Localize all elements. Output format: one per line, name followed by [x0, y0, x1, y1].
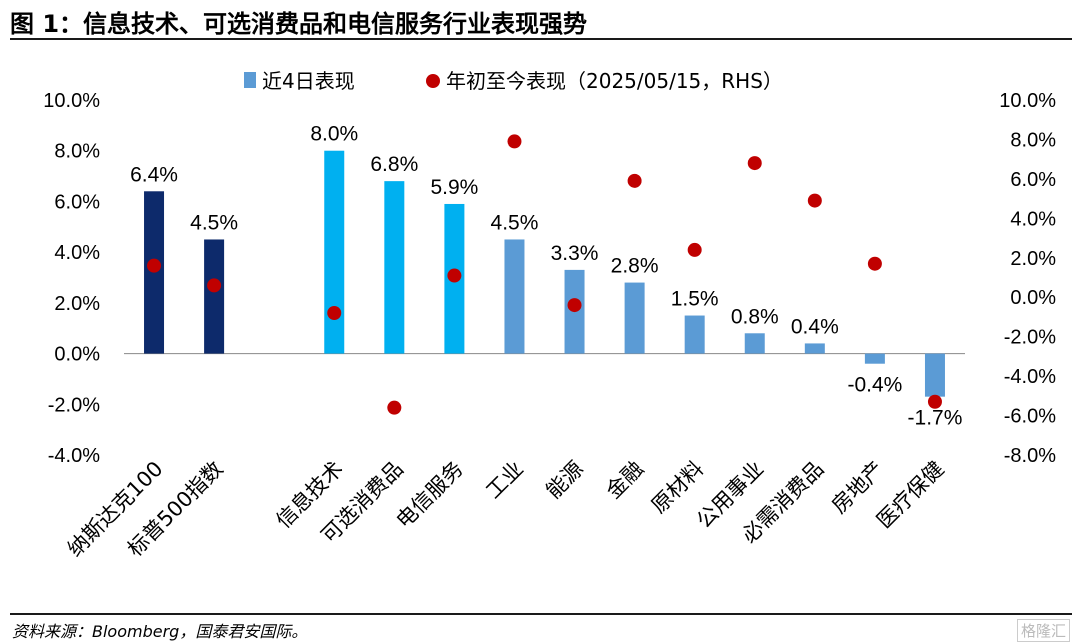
- bar-data-label: 6.4%: [130, 163, 178, 186]
- watermark-logo: 格隆汇: [1016, 619, 1070, 642]
- title-divider: [10, 38, 1072, 40]
- x-tick-label: 能源: [541, 457, 588, 504]
- legend-swatch-bar: [244, 72, 256, 88]
- scatter-point: [207, 278, 222, 293]
- left-tick-label: -4.0%: [48, 445, 100, 467]
- legend-label-dot: 年初至今表现（2025/05/15，RHS）: [446, 69, 783, 93]
- bar-data-label: 4.5%: [491, 211, 539, 234]
- bar: [624, 282, 645, 354]
- right-tick-label: -6.0%: [1004, 406, 1056, 428]
- left-tick-label: 0.0%: [54, 344, 100, 366]
- scatter-point: [327, 306, 342, 320]
- scatter-point: [567, 298, 582, 313]
- x-tick-label: 工业: [481, 457, 528, 504]
- scatter-point: [387, 400, 402, 415]
- left-tick-label: 6.0%: [54, 191, 100, 213]
- right-tick-label: -2.0%: [1004, 327, 1056, 349]
- bar-data-label: 5.9%: [430, 176, 478, 199]
- bar: [864, 353, 885, 364]
- right-tick-label: 6.0%: [1010, 169, 1056, 191]
- x-tick-label: 金融: [601, 457, 648, 504]
- scatter-point: [687, 242, 702, 257]
- left-tick-label: 4.0%: [54, 242, 100, 264]
- scatter-point: [627, 173, 642, 188]
- scatter-point: [147, 258, 162, 273]
- scatter-point: [867, 256, 882, 271]
- bar-data-label: 0.4%: [791, 315, 839, 338]
- bar-data-label: 8.0%: [310, 123, 358, 146]
- bar: [204, 239, 225, 354]
- right-tick-label: 10.0%: [999, 90, 1056, 112]
- scatter-point: [807, 193, 822, 208]
- footer-divider: [10, 613, 1072, 615]
- bar-data-label: 4.5%: [190, 211, 238, 234]
- scatter-point: [507, 134, 522, 149]
- bar: [684, 315, 705, 354]
- left-tick-label: 8.0%: [54, 141, 100, 163]
- right-tick-label: 2.0%: [1010, 248, 1056, 270]
- bar: [924, 353, 945, 397]
- bar-data-label: -0.4%: [847, 374, 902, 397]
- bar: [744, 333, 765, 354]
- scatter-point: [927, 394, 942, 409]
- bar-data-label: 0.8%: [731, 305, 779, 328]
- x-tick-label: 电信服务: [392, 457, 468, 533]
- bar-data-label: 6.8%: [370, 153, 418, 176]
- legend-swatch-dot: [426, 74, 440, 88]
- bar-data-label: -1.7%: [908, 407, 963, 430]
- bar-data-label: 1.5%: [671, 288, 719, 311]
- right-tick-label: -8.0%: [1004, 445, 1056, 467]
- x-tick-label: 医疗保健: [872, 457, 948, 533]
- right-tick-label: 8.0%: [1010, 129, 1056, 151]
- right-tick-label: -4.0%: [1004, 366, 1056, 388]
- scatter-point: [447, 268, 462, 283]
- bar-data-label: 2.8%: [611, 255, 659, 278]
- right-tick-label: 0.0%: [1010, 287, 1056, 309]
- chart-title: 图 1：信息技术、可选消费品和电信服务行业表现强势: [10, 10, 588, 38]
- bar: [804, 343, 825, 354]
- right-tick-label: 4.0%: [1010, 208, 1056, 230]
- source-note: 资料来源：Bloomberg，国泰君安国际。: [12, 622, 308, 641]
- legend-label-bar: 近4日表现: [262, 69, 355, 93]
- bar: [324, 150, 345, 354]
- left-tick-label: -2.0%: [48, 394, 100, 416]
- bar: [504, 239, 525, 354]
- left-tick-label: 10.0%: [43, 90, 100, 112]
- bar-data-label: 3.3%: [551, 242, 599, 265]
- scatter-point: [747, 156, 762, 171]
- left-tick-label: 2.0%: [54, 293, 100, 315]
- bar: [384, 181, 405, 354]
